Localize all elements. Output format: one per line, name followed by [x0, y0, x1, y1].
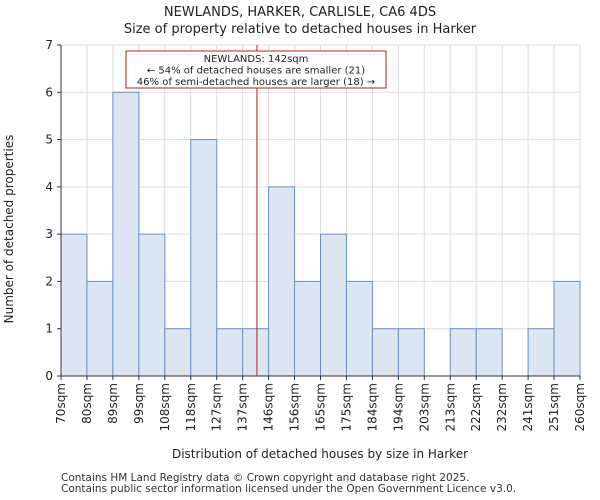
bar: [138, 233, 166, 377]
x-tick-label: 80sqm: [80, 383, 94, 424]
annotation-box: [125, 50, 387, 89]
footer: Contains HM Land Registry data © Crown c…: [61, 473, 516, 495]
x-tick-label: 118sqm: [184, 383, 198, 431]
y-tick-labels: 0 1 2 3 4 5 6 7: [45, 38, 61, 383]
x-tick-label: 70sqm: [54, 383, 68, 424]
x-tick-labels: 70sqm 80sqm 89sqm 99sqm 108sqm 118sqm 127sqm 13…: [54, 376, 587, 431]
annotation-line: NEWLANDS: 142sqm: [204, 54, 309, 65]
y-axis-label: Number of detached properties: [2, 135, 16, 324]
chart-subtitle: Size of property relative to detached ho…: [123, 22, 477, 37]
x-tick-label: 184sqm: [365, 383, 379, 431]
bar: [242, 328, 270, 377]
x-tick-label: 175sqm: [339, 383, 353, 431]
x-tick-label: 137sqm: [236, 383, 250, 431]
x-tick-label: 203sqm: [417, 383, 431, 431]
chart-title-block: NEWLANDS, HARKER, CARLISLE, CA6 4DS Size…: [0, 4, 600, 38]
x-tick-label: 194sqm: [391, 383, 405, 431]
x-tick-label: 156sqm: [288, 383, 302, 431]
annotation-line: 46% of semi-detached houses are larger (…: [137, 77, 375, 88]
x-tick-label: 108sqm: [158, 383, 172, 431]
bar: [320, 233, 347, 377]
bar: [527, 328, 555, 377]
bar: [475, 328, 503, 377]
y-tick-label: 6: [45, 85, 53, 99]
y-tick-label: 1: [45, 322, 53, 336]
property-annotation: NEWLANDS: 142sqm← 54% of detached houses…: [125, 45, 387, 376]
bar: [553, 280, 581, 377]
bar: [397, 328, 425, 377]
annotation-line: ← 54% of detached houses are smaller (21…: [147, 66, 365, 77]
y-tick-label: 4: [45, 180, 53, 194]
x-tick-label: 232sqm: [495, 383, 509, 431]
x-axis-label: Distribution of detached houses by size …: [172, 447, 468, 461]
bar: [449, 328, 477, 377]
bar: [60, 233, 88, 377]
x-tick-label: 89sqm: [106, 383, 120, 424]
bar: [268, 186, 296, 377]
bars: [60, 91, 581, 377]
y-tick-label: 7: [45, 38, 53, 52]
bar: [345, 280, 373, 377]
bar: [190, 139, 218, 377]
bar: [112, 91, 140, 377]
x-tick-label: 222sqm: [469, 383, 483, 431]
bar: [86, 280, 114, 377]
bar: [164, 328, 192, 377]
x-tick-label: 241sqm: [521, 383, 535, 431]
chart-title: NEWLANDS, HARKER, CARLISLE, CA6 4DS: [163, 5, 437, 20]
y-tick-label: 2: [45, 274, 53, 288]
footer-line-1: Contains HM Land Registry data © Crown c…: [61, 472, 470, 484]
footer-line-2: Contains public sector information licen…: [61, 483, 517, 495]
x-tick-label: 165sqm: [314, 383, 328, 431]
x-tick-label: 251sqm: [547, 383, 561, 431]
bar: [216, 328, 244, 377]
bar: [294, 280, 321, 377]
x-tick-label: 146sqm: [262, 383, 276, 431]
x-tick-label: 213sqm: [443, 383, 457, 431]
y-tick-label: 5: [45, 133, 53, 147]
y-tick-label: 3: [45, 227, 53, 241]
x-tick-label: 127sqm: [210, 383, 224, 431]
x-tick-label: 99sqm: [132, 383, 146, 424]
bar: [371, 328, 399, 377]
y-tick-label: 0: [45, 369, 53, 383]
x-tick-label: 260sqm: [573, 383, 587, 431]
